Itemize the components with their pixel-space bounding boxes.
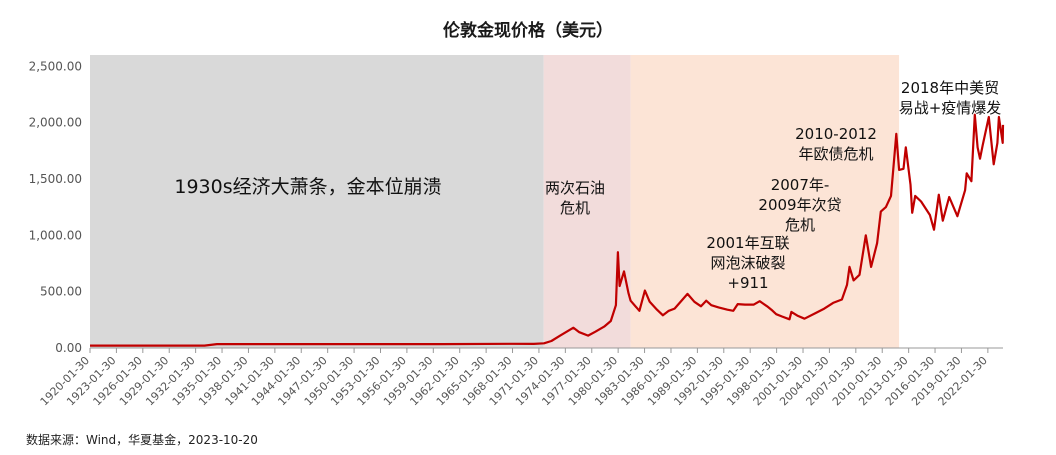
- annotation-label: 两次石油: [545, 179, 605, 197]
- data-source-note: 数据来源：Wind，华夏基金，2023-10-20: [26, 433, 258, 447]
- y-tick-label: 1,000.00: [29, 228, 82, 242]
- annotation-label: 2018年中美贸: [901, 79, 999, 97]
- annotation-label: 2007年-: [771, 176, 830, 194]
- annotation-label: 易战+疫情爆发: [899, 99, 1002, 117]
- gold-price-chart: 伦敦金现价格（美元） 0.00 500.00 1,000.00 1,500.00 2,0…: [29, 20, 1005, 408]
- series-lines: [90, 113, 1005, 347]
- y-tick-label: 0.00: [55, 341, 82, 355]
- shaded-period-1: [90, 55, 544, 348]
- y-tick-label: 500.00: [40, 285, 82, 299]
- annotation-label: 1930s经济大萧条，金本位崩溃: [174, 176, 441, 198]
- annotation-label: 2001年互联: [706, 234, 789, 252]
- annotation-label: +911: [727, 274, 768, 292]
- y-tick-label: 1,500.00: [29, 172, 82, 186]
- annotation-label: 2010-2012: [795, 125, 877, 143]
- y-axis: 0.00 500.00 1,000.00 1,500.00 2,000.00 2,500.…: [29, 59, 82, 355]
- series-line: [90, 113, 1005, 347]
- y-tick-label: 2,000.00: [29, 116, 82, 130]
- x-axis: 1920-01-301923-01-301926-01-301929-01-30…: [38, 347, 1003, 408]
- chart-title: 伦敦金现价格（美元）: [443, 20, 613, 41]
- annotation-label: 危机: [785, 216, 815, 234]
- shaded-periods: [90, 55, 900, 348]
- annotation-label: 2009年次贷: [758, 196, 841, 214]
- y-tick-label: 2,500.00: [29, 59, 82, 73]
- annotation-label: 年欧债危机: [798, 145, 873, 163]
- annotations: 1930s经济大萧条，金本位崩溃 两次石油危机2001年互联网泡沫破裂+91120…: [174, 79, 1001, 292]
- annotation-label: 危机: [560, 199, 590, 217]
- annotation-label: 网泡沫破裂: [710, 254, 785, 272]
- shaded-period-3: [630, 55, 900, 348]
